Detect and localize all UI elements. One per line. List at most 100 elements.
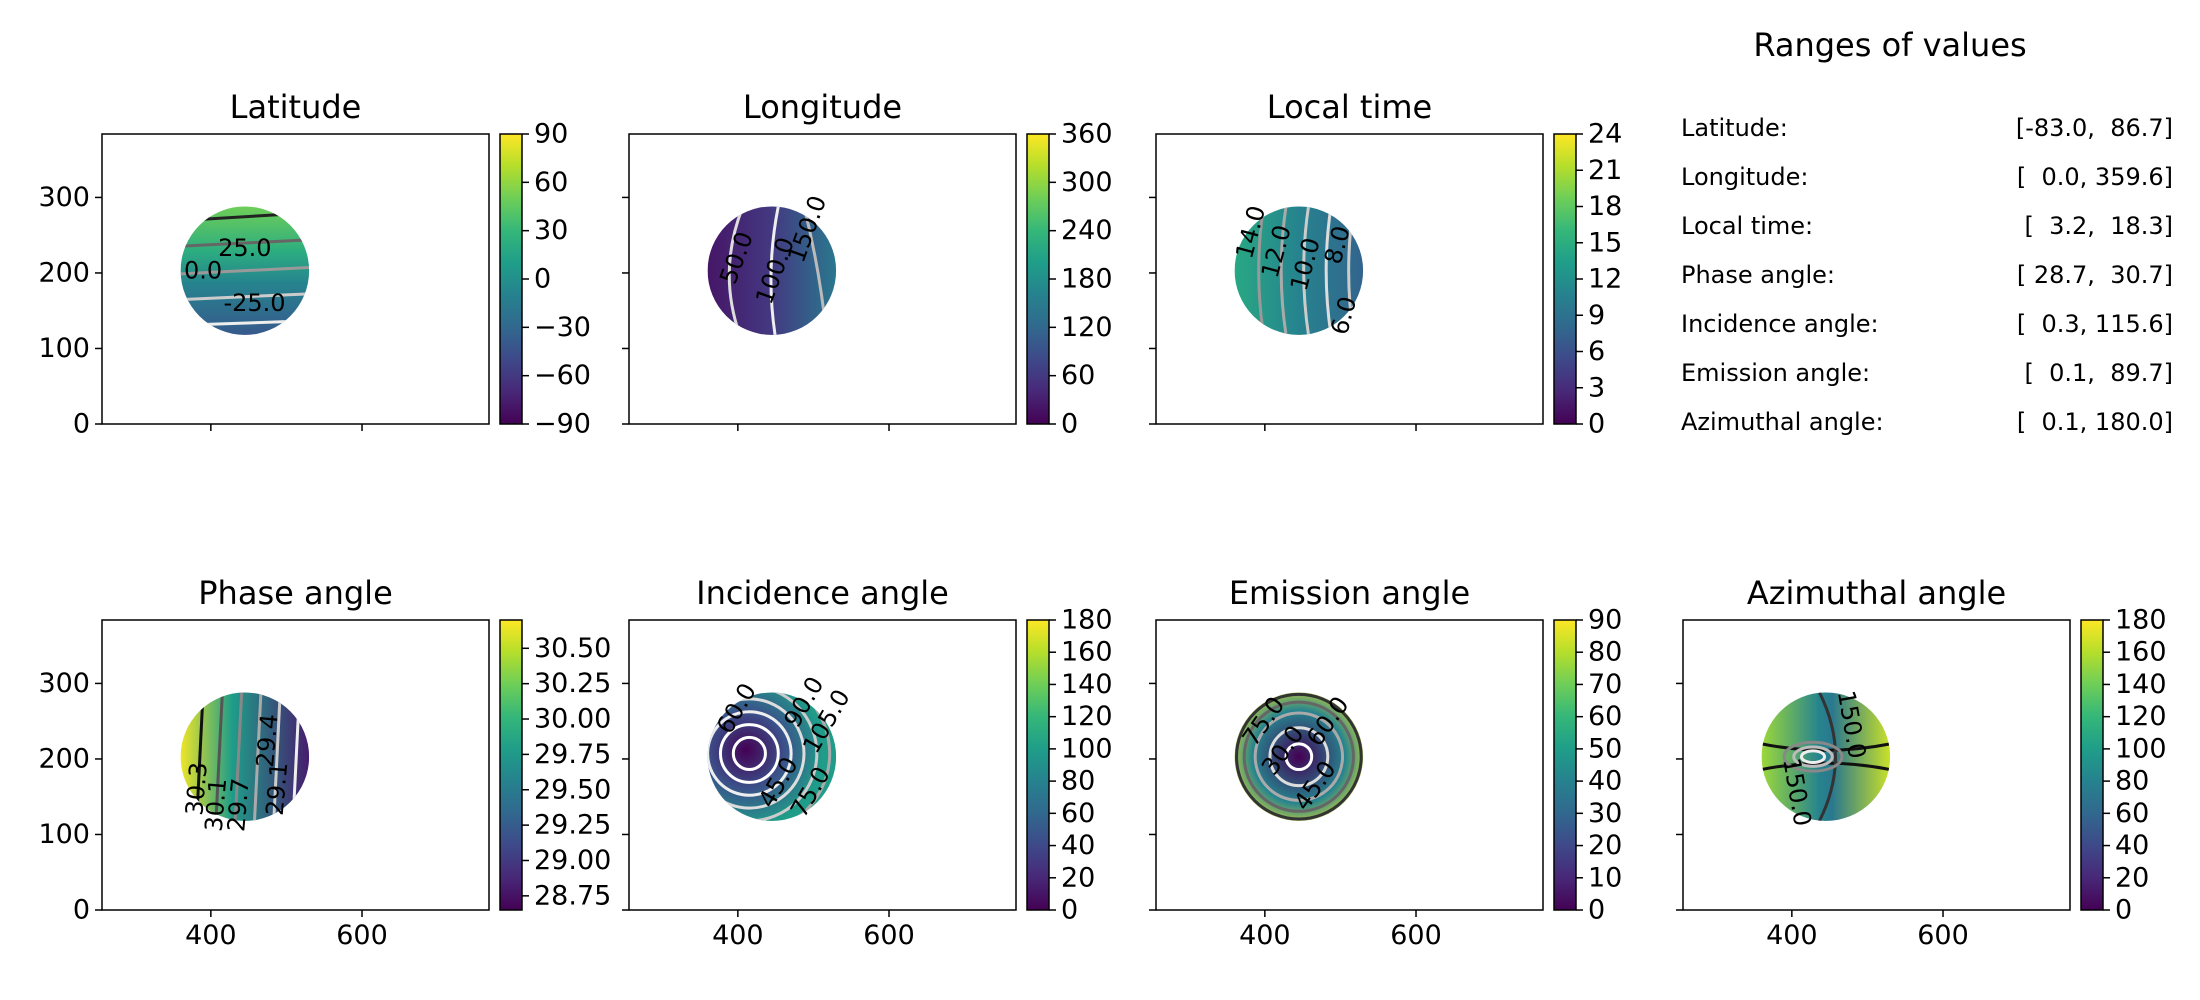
colorbar-tick-label: 29.75 [534,739,611,770]
colorbar-tick-label: 6 [1588,336,1605,367]
range-value: [-83.0, 86.7] [2016,114,2173,142]
colorbar-tick-label: 60 [2115,798,2149,829]
ranges-title: Ranges of values [1753,26,2026,64]
colorbar-tick-label: 60 [1061,360,1095,391]
disk-image [1234,206,1364,335]
colorbar-tick-label: −60 [534,360,591,391]
contour-label: 29.4 [251,713,284,769]
axes-frame [1155,133,1544,425]
x-tick-label: 600 [1390,920,1442,951]
range-name: Longitude: [1681,163,1808,191]
panel-0: Latitude25.00.0-25.001002003009060300−30… [38,88,591,440]
colorbar-tick-label: 3 [1588,372,1605,403]
contour-label: 29.7 [222,777,255,833]
disk-image [180,692,310,821]
panel-title: Local time [1267,88,1432,126]
axes-frame [1682,619,2071,911]
ranges-row: Longitude: [ 0.0, 359.6] [1681,163,2173,191]
colorbar-tick-label: 60 [1061,798,1095,829]
y-tick-label: 0 [73,409,90,440]
colorbar-tick-label: 100 [1061,733,1113,764]
range-name: Emission angle: [1681,359,1870,387]
panel-title: Phase angle [198,574,393,612]
panel-title: Azimuthal angle [1747,574,2006,612]
axes-frame [1155,619,1544,911]
panel-title: Incidence angle [696,574,949,612]
contour-label: 0.0 [184,257,222,285]
colorbar-tick-label: −90 [534,409,591,440]
x-tick-label: 400 [1766,920,1818,951]
y-tick-label: 100 [38,333,90,364]
colorbar-tick-label: 30 [1588,798,1622,829]
range-value: [ 0.3, 115.6] [2017,310,2173,338]
colorbar-tick-label: 80 [2115,766,2149,797]
colorbar-tick-label: 30.50 [534,633,611,664]
colorbar-tick-label: 24 [1588,119,1622,150]
ranges-row: Azimuthal angle: [ 0.1, 180.0] [1681,408,2173,436]
disk-image [180,206,310,335]
x-tick-label: 600 [863,920,915,951]
ranges-row: Incidence angle: [ 0.3, 115.6] [1681,310,2173,338]
colorbar-tick-label: 30 [534,215,568,246]
colorbar-tick-label: 0 [2115,895,2132,926]
colorbar-tick-label: 0 [534,264,551,295]
panels-layer: Latitude25.00.0-25.001002003009060300−30… [38,88,2166,951]
colorbar-tick-label: 0 [1588,409,1605,440]
colorbar-tick-label: 90 [1588,605,1622,636]
range-name: Latitude: [1681,114,1788,142]
colorbar-tick-label: 10 [1588,862,1622,893]
range-value: [ 28.7, 30.7] [2017,261,2173,289]
contour-lines [707,692,832,821]
ranges-rows: Latitude: [-83.0, 86.7] Longitude: [ 0.0, 3… [1681,114,2173,436]
range-name: Local time: [1681,212,1813,240]
colorbar-tick-label: 180 [1061,264,1113,295]
y-tick-label: 200 [38,743,90,774]
colorbar-tick-label: 15 [1588,227,1622,258]
panel-title: Latitude [230,88,362,126]
colorbar-tick-label: 21 [1588,155,1622,186]
colorbar-tick-label: 0 [1061,409,1078,440]
colorbar-tick-label: 18 [1588,191,1622,222]
contour-lines [1761,692,1891,821]
colorbar-tick-label: 20 [1061,862,1095,893]
panel-title: Emission angle [1229,574,1470,612]
colorbar-tick-label: 0 [1061,895,1078,926]
colorbar-tick-label: 120 [1061,312,1113,343]
colorbar-tick-label: 180 [1061,605,1113,636]
range-name: Azimuthal angle: [1681,408,1884,436]
y-tick-label: 0 [73,895,90,926]
colorbar-tick-label: 29.00 [534,845,611,876]
ranges-row: Emission angle: [ 0.1, 89.7] [1681,359,2173,387]
range-value: [ 0.0, 359.6] [2017,163,2173,191]
disk-image [1761,692,1891,821]
panel-3: Phase angle 30.330.129.7 29.429.1 400 600 0 10… [38,574,611,951]
axes-frame [101,619,490,911]
x-tick-label: 400 [185,920,237,951]
disk-image [707,692,837,821]
colorbar-tick-label: 140 [2115,669,2167,700]
panel-2: Local time14.012.010.08.06.0242118151296… [1149,88,1622,440]
colorbar [1026,619,1050,911]
colorbar-tick-label: 160 [2115,637,2167,668]
colorbar-tick-label: 70 [1588,669,1622,700]
colorbar [1553,619,1577,911]
colorbar-tick-label: 240 [1061,215,1113,246]
y-tick-label: 300 [38,182,90,213]
contour-label: -25.0 [223,289,285,317]
colorbar-tick-label: 80 [1588,637,1622,668]
colorbar-tick-label: −30 [534,312,591,343]
colorbar-tick-label: 40 [2115,830,2149,861]
colorbar-tick-label: 360 [1061,119,1113,150]
range-name: Phase angle: [1681,261,1835,289]
colorbar-tick-label: 40 [1061,830,1095,861]
contour-lines [1235,692,1363,821]
colorbar-tick-label: 20 [2115,862,2149,893]
range-value: [ 0.1, 180.0] [2017,408,2173,436]
axes-frame [628,619,1017,911]
colorbar-tick-label: 40 [1588,766,1622,797]
y-tick-label: 200 [38,257,90,288]
colorbar [1553,133,1577,425]
colorbar-tick-label: 20 [1588,830,1622,861]
